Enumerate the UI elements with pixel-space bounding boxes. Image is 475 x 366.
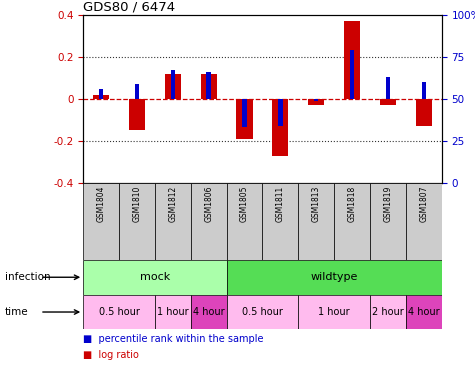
Bar	[135, 84, 139, 99]
Bar	[370, 183, 406, 260]
Bar	[227, 260, 442, 295]
Bar	[191, 295, 227, 329]
Bar	[416, 99, 432, 126]
Bar	[129, 99, 145, 130]
Text: GDS80 / 6474: GDS80 / 6474	[83, 0, 175, 14]
Bar	[200, 74, 217, 99]
Bar	[83, 295, 155, 329]
Bar	[207, 72, 211, 99]
Text: GSM1812: GSM1812	[168, 185, 177, 221]
Bar	[272, 99, 288, 156]
Bar	[171, 70, 175, 99]
Text: GSM1819: GSM1819	[383, 185, 392, 222]
Bar	[165, 74, 181, 99]
Text: GSM1807: GSM1807	[419, 185, 428, 222]
Text: GSM1804: GSM1804	[96, 185, 105, 222]
Bar	[237, 99, 253, 139]
Text: 0.5 hour: 0.5 hour	[242, 307, 283, 317]
Bar	[406, 295, 442, 329]
Bar	[119, 183, 155, 260]
Bar	[99, 89, 103, 99]
Bar	[298, 295, 370, 329]
Bar	[262, 183, 298, 260]
Bar	[242, 99, 247, 127]
Text: infection: infection	[5, 272, 50, 283]
Bar	[93, 94, 109, 99]
Bar	[422, 82, 426, 99]
Text: GSM1810: GSM1810	[133, 185, 142, 222]
Bar	[308, 99, 324, 105]
Text: 4 hour: 4 hour	[193, 307, 225, 317]
Text: GSM1806: GSM1806	[204, 185, 213, 222]
Text: 2 hour: 2 hour	[372, 307, 404, 317]
Text: time: time	[5, 307, 28, 317]
Bar	[227, 183, 262, 260]
Bar	[83, 183, 119, 260]
Bar	[227, 295, 298, 329]
Text: 0.5 hour: 0.5 hour	[98, 307, 140, 317]
Text: 4 hour: 4 hour	[408, 307, 440, 317]
Bar	[155, 295, 190, 329]
Bar	[406, 183, 442, 260]
Bar	[83, 260, 227, 295]
Bar	[386, 77, 390, 99]
Text: ■  log ratio: ■ log ratio	[83, 350, 139, 360]
Bar	[155, 183, 190, 260]
Text: GSM1811: GSM1811	[276, 185, 285, 221]
Bar	[334, 183, 370, 260]
Bar	[350, 50, 354, 99]
Text: GSM1805: GSM1805	[240, 185, 249, 222]
Bar	[278, 99, 283, 126]
Bar	[314, 99, 318, 101]
Text: wildtype: wildtype	[311, 272, 358, 282]
Text: GSM1818: GSM1818	[348, 185, 357, 221]
Text: GSM1813: GSM1813	[312, 185, 321, 222]
Text: mock: mock	[140, 272, 170, 282]
Bar	[344, 21, 360, 99]
Bar	[370, 295, 406, 329]
Text: 1 hour: 1 hour	[157, 307, 189, 317]
Bar	[380, 99, 396, 105]
Text: 1 hour: 1 hour	[318, 307, 350, 317]
Bar	[298, 183, 334, 260]
Bar	[191, 183, 227, 260]
Text: ■  percentile rank within the sample: ■ percentile rank within the sample	[83, 333, 264, 344]
